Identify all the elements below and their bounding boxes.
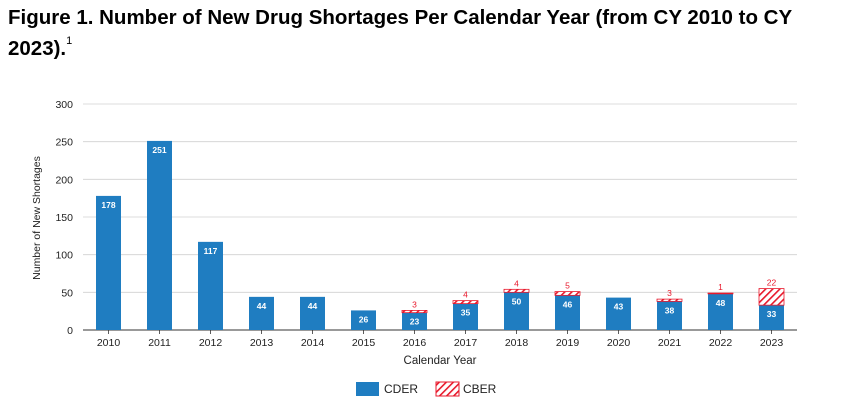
data-label-cder: 23	[410, 317, 420, 327]
y-tick-label: 150	[55, 212, 73, 224]
y-axis-ticks: 0 50 100 150 200 250 300	[55, 99, 73, 337]
x-tick-label: 2011	[148, 337, 171, 349]
bar-cder	[147, 140, 172, 330]
bar-cder	[759, 305, 784, 330]
x-tick-label: 2014	[301, 337, 325, 349]
bar-cder	[453, 303, 478, 330]
data-label-cber: 1	[718, 282, 723, 292]
y-tick-label: 200	[55, 174, 73, 186]
data-label-cder: 46	[563, 299, 573, 309]
x-axis-ticks: 2010 2011 2012 2013 2014 2015 2016 2017 2018 2019…	[97, 330, 784, 349]
bar-cber	[554, 291, 581, 296]
y-tick-label: 300	[55, 99, 73, 111]
bar-cder	[504, 292, 529, 330]
x-tick-label: 2015	[352, 337, 376, 349]
data-label-cber: 3	[667, 288, 672, 298]
y-axis-label: Number of New Shortages	[31, 156, 43, 280]
data-label-cber: 3	[412, 299, 417, 309]
bar-cder	[249, 296, 274, 330]
figure-title: Figure 1. Number of New Drug Shortages P…	[8, 4, 853, 62]
data-label-cder: 35	[461, 308, 471, 318]
bar-cder	[708, 293, 733, 330]
bar-cder	[351, 310, 376, 330]
data-label-cber: 22	[767, 278, 777, 288]
bar-cder	[555, 295, 580, 330]
data-label-cber: 4	[514, 278, 519, 288]
bar-cder	[198, 241, 223, 330]
x-tick-label: 2017	[454, 337, 478, 349]
x-tick-label: 2012	[199, 337, 223, 349]
legend-swatch-cber	[435, 381, 460, 397]
gridlines	[83, 103, 797, 331]
bar-cber	[401, 310, 428, 314]
bar-cber	[707, 292, 734, 295]
bar-cber	[503, 288, 530, 293]
bar-cder	[96, 195, 121, 330]
data-label-cder: 33	[767, 309, 777, 319]
data-label-cder: 44	[257, 301, 267, 311]
data-label-cber: 5	[565, 281, 570, 291]
legend-swatch-cder	[356, 382, 379, 396]
x-tick-label: 2010	[97, 337, 121, 349]
data-label-cder: 44	[308, 301, 318, 311]
bar-cder	[402, 312, 427, 330]
bar-cber	[452, 300, 479, 305]
x-tick-label: 2020	[607, 337, 631, 349]
data-label-cder: 38	[665, 305, 675, 315]
bar-cber	[758, 288, 785, 306]
data-label-cder: 50	[512, 296, 522, 306]
y-tick-label: 0	[67, 325, 73, 337]
data-label-cder: 48	[716, 298, 726, 308]
footnote-marker: 1	[66, 35, 73, 47]
data-label-cder: 117	[204, 246, 218, 256]
bars: 178 251 117 44 44 26 23 3 35 4 50 4 46 5 43 38 3 48 1 33 22	[96, 140, 785, 330]
bar-cder	[657, 301, 682, 330]
x-tick-label: 2013	[250, 337, 274, 349]
x-axis-label: Calendar Year	[404, 355, 477, 367]
x-tick-label: 2016	[403, 337, 427, 349]
y-tick-label: 100	[55, 250, 73, 262]
figure-title-text: Figure 1. Number of New Drug Shortages P…	[8, 6, 792, 60]
bar-cber	[656, 298, 683, 302]
y-tick-label: 250	[55, 137, 73, 149]
data-label-cder: 178	[101, 200, 115, 210]
x-tick-label: 2021	[658, 337, 682, 349]
y-tick-label: 50	[61, 287, 73, 299]
data-label-cder: 251	[152, 145, 166, 155]
legend-label-cber: CBER	[463, 382, 497, 396]
data-label-cder: 43	[614, 302, 624, 312]
x-tick-label: 2018	[505, 337, 529, 349]
data-label-cber: 4	[463, 290, 468, 300]
x-tick-label: 2023	[760, 337, 784, 349]
bar-cder	[300, 296, 325, 330]
legend: CDER CBER	[356, 381, 497, 397]
legend-label-cder: CDER	[384, 382, 418, 396]
bar-cder	[606, 297, 631, 330]
data-label-cder: 26	[359, 314, 369, 324]
x-tick-label: 2019	[556, 337, 580, 349]
x-tick-label: 2022	[709, 337, 733, 349]
